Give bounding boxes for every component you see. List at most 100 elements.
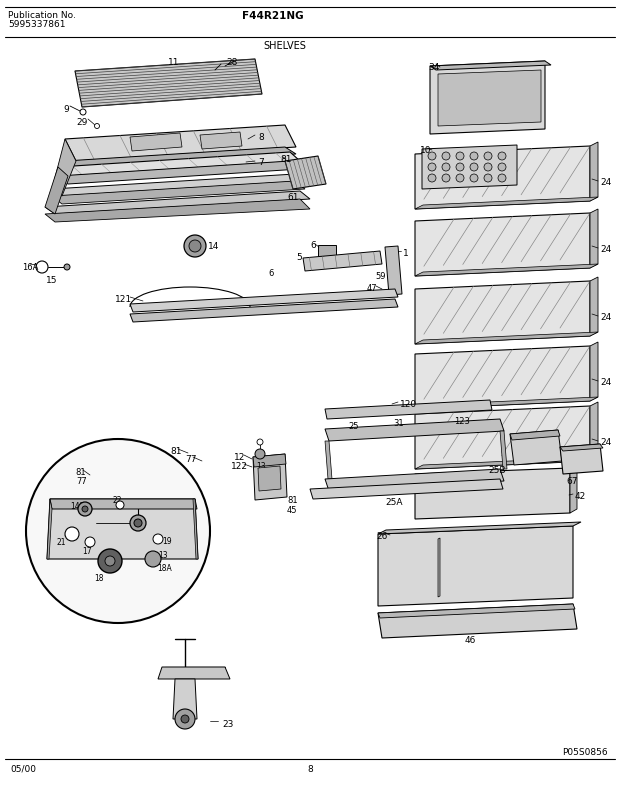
Text: 61: 61 — [287, 193, 298, 202]
Polygon shape — [415, 332, 598, 344]
Polygon shape — [590, 343, 598, 402]
Polygon shape — [378, 522, 581, 534]
Text: 59: 59 — [375, 271, 386, 281]
Polygon shape — [415, 282, 590, 344]
Circle shape — [484, 175, 492, 183]
Circle shape — [456, 164, 464, 172]
Polygon shape — [253, 454, 286, 467]
Text: 16A: 16A — [22, 263, 38, 271]
Circle shape — [498, 175, 506, 183]
Polygon shape — [303, 251, 382, 271]
Text: 15: 15 — [46, 275, 58, 284]
Text: 77: 77 — [76, 476, 87, 485]
Polygon shape — [65, 126, 296, 161]
Polygon shape — [325, 419, 504, 442]
Circle shape — [484, 164, 492, 172]
Polygon shape — [45, 200, 310, 222]
Text: 18A: 18A — [157, 563, 172, 573]
Circle shape — [82, 507, 88, 512]
Circle shape — [65, 528, 79, 541]
Text: 42: 42 — [575, 491, 587, 500]
Polygon shape — [52, 175, 305, 197]
Polygon shape — [590, 278, 598, 336]
Polygon shape — [510, 430, 560, 441]
Polygon shape — [590, 143, 598, 202]
Polygon shape — [590, 210, 598, 269]
Text: 9: 9 — [63, 105, 69, 114]
Polygon shape — [193, 499, 198, 560]
Text: 10: 10 — [420, 146, 432, 155]
Polygon shape — [58, 161, 300, 185]
Polygon shape — [50, 499, 197, 509]
Text: 81: 81 — [170, 446, 182, 455]
Circle shape — [78, 503, 92, 516]
Polygon shape — [52, 181, 305, 205]
Text: 47: 47 — [367, 283, 378, 292]
Text: 34: 34 — [428, 63, 440, 72]
Text: P05S0856: P05S0856 — [562, 747, 608, 756]
Polygon shape — [415, 147, 590, 210]
Polygon shape — [52, 140, 76, 197]
Polygon shape — [258, 467, 281, 491]
Circle shape — [484, 153, 492, 161]
Polygon shape — [45, 168, 68, 214]
Circle shape — [442, 175, 450, 183]
Text: 23: 23 — [222, 719, 233, 728]
Circle shape — [175, 709, 195, 729]
Text: 7: 7 — [258, 158, 264, 167]
Polygon shape — [438, 71, 541, 127]
Circle shape — [80, 110, 86, 116]
Text: 26: 26 — [376, 532, 388, 540]
Circle shape — [26, 439, 210, 623]
Circle shape — [134, 520, 142, 528]
Polygon shape — [415, 406, 590, 470]
Circle shape — [442, 153, 450, 161]
Polygon shape — [130, 134, 182, 152]
Polygon shape — [570, 464, 577, 513]
Circle shape — [184, 236, 206, 258]
Polygon shape — [385, 247, 402, 296]
Polygon shape — [253, 454, 287, 500]
Polygon shape — [415, 214, 590, 277]
Text: 46: 46 — [465, 635, 476, 644]
Polygon shape — [47, 499, 198, 560]
Polygon shape — [173, 679, 197, 719]
Text: 81: 81 — [287, 495, 298, 504]
Text: 24: 24 — [600, 312, 611, 321]
Circle shape — [116, 501, 124, 509]
Circle shape — [64, 265, 70, 271]
Circle shape — [456, 153, 464, 161]
Circle shape — [255, 450, 265, 459]
Text: Publication No.: Publication No. — [8, 11, 76, 20]
Polygon shape — [430, 62, 545, 135]
Polygon shape — [378, 526, 573, 606]
Text: 05/00: 05/00 — [10, 764, 36, 773]
Polygon shape — [58, 153, 300, 177]
Circle shape — [36, 262, 48, 274]
Text: 6: 6 — [310, 241, 316, 250]
Text: 24: 24 — [600, 177, 611, 187]
Circle shape — [189, 241, 201, 253]
Circle shape — [153, 534, 163, 544]
Polygon shape — [415, 198, 598, 210]
Text: 81: 81 — [75, 467, 86, 476]
Polygon shape — [510, 430, 562, 466]
Circle shape — [105, 556, 115, 566]
Circle shape — [470, 164, 478, 172]
Text: 5: 5 — [296, 253, 302, 262]
Text: 81: 81 — [280, 155, 291, 164]
Text: 13: 13 — [158, 550, 167, 560]
Text: 67: 67 — [566, 476, 577, 485]
Text: 77: 77 — [185, 454, 197, 463]
Circle shape — [428, 153, 436, 161]
Polygon shape — [415, 265, 598, 277]
Text: 145: 145 — [70, 501, 84, 511]
Circle shape — [130, 516, 146, 532]
Text: F44R21NG: F44R21NG — [242, 11, 304, 21]
Circle shape — [498, 153, 506, 161]
Text: 17: 17 — [82, 546, 92, 556]
Text: 28: 28 — [226, 58, 237, 67]
Circle shape — [470, 153, 478, 161]
Text: 45: 45 — [287, 505, 298, 515]
Circle shape — [428, 175, 436, 183]
